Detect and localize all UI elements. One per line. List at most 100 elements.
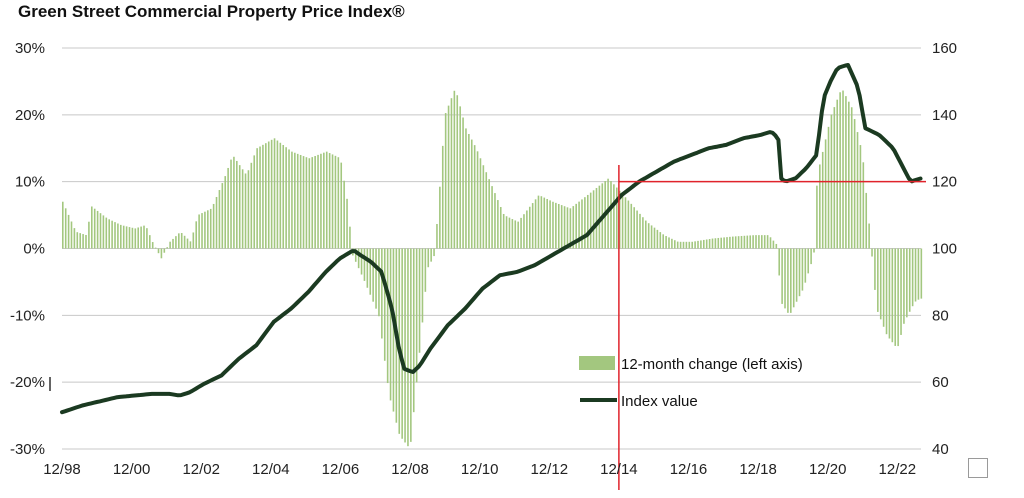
change-bar bbox=[236, 160, 238, 249]
change-bar bbox=[821, 151, 824, 249]
change-bar bbox=[227, 167, 229, 249]
change-bar bbox=[624, 197, 627, 249]
change-bar bbox=[134, 228, 137, 249]
change-bar bbox=[659, 232, 662, 249]
change-bar bbox=[882, 248, 885, 327]
change-bar bbox=[346, 198, 348, 249]
change-bar bbox=[650, 225, 653, 249]
change-bar bbox=[366, 248, 369, 288]
change-bar bbox=[497, 200, 499, 249]
change-bar bbox=[99, 213, 102, 249]
change-bar bbox=[528, 206, 531, 249]
change-bar bbox=[827, 126, 830, 249]
change-bar bbox=[569, 208, 572, 249]
change-bar bbox=[151, 242, 154, 249]
chart-title: Green Street Commercial Property Price I… bbox=[18, 2, 405, 21]
change-bar bbox=[120, 224, 122, 249]
change-bar bbox=[482, 165, 485, 249]
change-bar bbox=[723, 237, 725, 249]
change-bar bbox=[792, 248, 795, 308]
change-bar bbox=[412, 248, 415, 413]
left-tick-label: -20% bbox=[10, 374, 45, 391]
change-bar bbox=[639, 213, 641, 249]
change-bar bbox=[212, 203, 215, 249]
change-bar bbox=[282, 144, 285, 249]
change-bar bbox=[790, 248, 792, 313]
change-bar bbox=[575, 203, 577, 249]
left-tick-label: -30% bbox=[10, 441, 45, 458]
change-bar bbox=[627, 200, 630, 249]
change-bar bbox=[711, 238, 714, 249]
change-bar bbox=[891, 248, 894, 343]
change-bar bbox=[720, 237, 723, 249]
change-bar bbox=[204, 211, 206, 249]
change-bar bbox=[488, 179, 490, 249]
change-bar bbox=[526, 210, 528, 249]
change-bar bbox=[598, 185, 601, 249]
change-bar bbox=[894, 248, 897, 346]
change-bar bbox=[546, 198, 548, 249]
change-bar bbox=[671, 238, 673, 249]
change-bar bbox=[450, 98, 453, 249]
change-bar bbox=[82, 234, 84, 249]
change-bar bbox=[340, 162, 343, 249]
change-bar bbox=[703, 239, 705, 249]
change-bar bbox=[439, 186, 441, 249]
change-bar bbox=[186, 238, 189, 249]
change-bar bbox=[775, 243, 778, 249]
change-bar bbox=[656, 229, 659, 249]
change-bar bbox=[787, 248, 789, 313]
corner-checkbox[interactable] bbox=[968, 458, 988, 478]
change-bar bbox=[679, 241, 682, 249]
change-bar bbox=[149, 235, 151, 249]
change-bar bbox=[836, 99, 839, 249]
change-bar bbox=[871, 248, 873, 257]
change-bar bbox=[717, 237, 720, 249]
change-bar bbox=[865, 192, 868, 249]
change-bar bbox=[311, 157, 314, 249]
change-bar bbox=[586, 194, 589, 249]
change-bar bbox=[691, 241, 693, 249]
change-bar bbox=[801, 248, 804, 291]
change-bar bbox=[752, 235, 754, 249]
change-bar bbox=[389, 248, 392, 401]
change-bar bbox=[734, 236, 737, 249]
change-bar bbox=[108, 219, 111, 249]
change-bar bbox=[615, 187, 618, 249]
change-bar bbox=[903, 248, 905, 324]
change-bar bbox=[848, 101, 850, 249]
change-bar bbox=[308, 158, 311, 249]
change-bar bbox=[317, 154, 319, 249]
change-bar bbox=[62, 201, 64, 249]
change-bar bbox=[207, 210, 209, 249]
right-tick-label: 80 bbox=[932, 307, 949, 324]
x-tick-label: 12/18 bbox=[739, 461, 777, 478]
change-bar bbox=[476, 151, 479, 249]
x-tick-label: 12/20 bbox=[809, 461, 847, 478]
change-bar bbox=[714, 238, 717, 249]
change-bar bbox=[404, 248, 406, 443]
change-bar bbox=[824, 139, 827, 249]
legend-swatch-bars bbox=[579, 356, 615, 370]
right-tick-label: 60 bbox=[932, 374, 949, 391]
change-bar bbox=[76, 232, 79, 249]
change-bar bbox=[618, 190, 621, 249]
change-bar bbox=[375, 248, 377, 309]
change-bar bbox=[302, 156, 305, 249]
change-bar bbox=[296, 153, 299, 249]
change-bar bbox=[209, 208, 212, 249]
x-tick-label: 12/06 bbox=[322, 461, 360, 478]
change-bar bbox=[276, 140, 279, 249]
change-bar bbox=[766, 235, 769, 249]
change-bar bbox=[688, 241, 691, 249]
change-bar bbox=[79, 233, 81, 249]
change-bar bbox=[372, 248, 374, 302]
change-bar bbox=[459, 106, 461, 249]
change-bar bbox=[198, 214, 200, 249]
change-bar bbox=[117, 223, 119, 249]
change-bar bbox=[795, 248, 798, 302]
x-tick-label: 12/16 bbox=[670, 461, 708, 478]
change-bar bbox=[647, 223, 650, 249]
change-bar bbox=[172, 238, 174, 249]
change-bar bbox=[67, 214, 70, 249]
